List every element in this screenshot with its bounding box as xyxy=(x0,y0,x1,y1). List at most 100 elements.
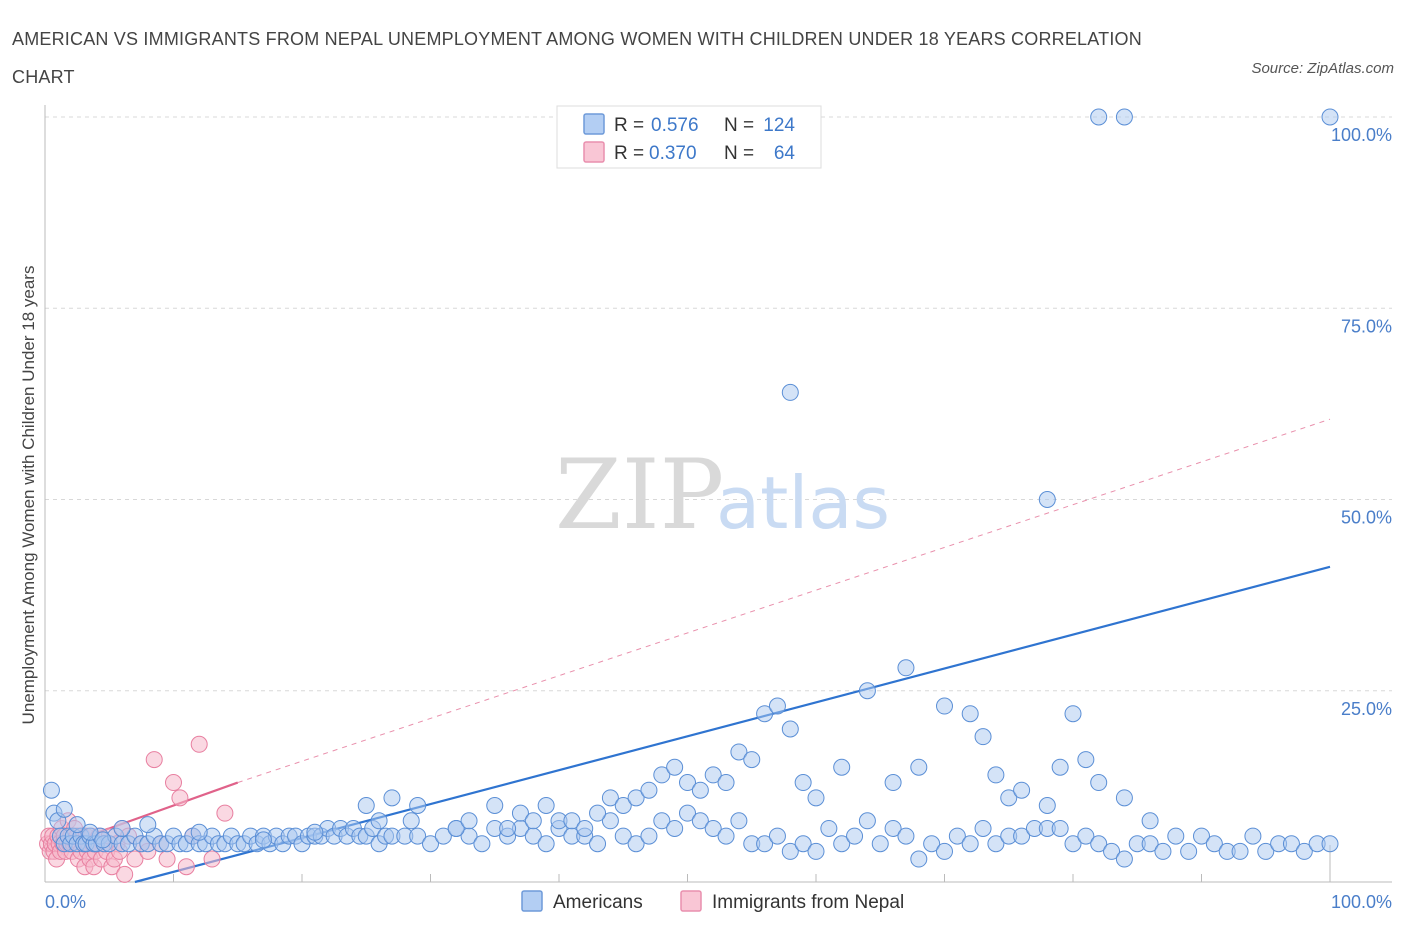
nepal-trend-extension xyxy=(237,418,1331,784)
americans-point xyxy=(691,781,709,799)
americans-point xyxy=(1077,827,1095,845)
americans-point xyxy=(1167,827,1185,845)
americans-point xyxy=(936,842,953,860)
legend-r-label-nepal: R = xyxy=(614,143,644,164)
americans-point xyxy=(434,827,452,845)
americans-point xyxy=(589,804,607,822)
americans-point xyxy=(589,835,607,853)
americans-point xyxy=(884,774,902,792)
americans-point xyxy=(190,823,208,841)
americans-point xyxy=(948,827,966,845)
y-tick-label: 100.0% xyxy=(1331,125,1392,145)
chart-title: AMERICAN VS IMMIGRANTS FROM NEPAL UNEMPL… xyxy=(12,29,1142,87)
americans-point xyxy=(422,835,439,853)
nepal-point xyxy=(216,804,234,822)
americans-point xyxy=(846,827,864,845)
americans-point xyxy=(666,758,684,776)
americans-point xyxy=(640,827,658,845)
americans-point xyxy=(357,797,375,814)
americans-point xyxy=(563,812,581,830)
americans-point xyxy=(1295,842,1313,860)
americans-point xyxy=(473,835,491,853)
nepal-point xyxy=(158,850,176,868)
americans-point xyxy=(254,831,272,849)
americans-point xyxy=(756,705,774,723)
americans-point xyxy=(768,827,786,845)
americans-point xyxy=(1090,108,1108,126)
americans-point xyxy=(858,682,876,700)
americans-point xyxy=(858,812,876,830)
americans-point xyxy=(640,781,658,799)
americans-point xyxy=(1103,842,1121,860)
americans-point xyxy=(68,816,86,834)
americans-point xyxy=(1231,842,1249,860)
americans-point xyxy=(1180,842,1198,860)
bottom-legend-swatch-americans xyxy=(521,890,543,912)
nepal-point xyxy=(190,735,208,753)
americans-point xyxy=(383,789,401,807)
americans-point xyxy=(820,819,838,837)
americans-point xyxy=(653,766,671,784)
americans-point xyxy=(871,835,889,853)
axis-layer: 25.0% 50.0% 75.0% 100.0% 0.0% 100.0% xyxy=(44,105,1392,912)
legend-n-label-americans: N = xyxy=(724,115,754,136)
americans-point xyxy=(704,819,722,837)
watermark: ZIP atlas xyxy=(555,439,890,551)
americans-point xyxy=(486,797,504,814)
source-credit: Source: ZipAtlas.com xyxy=(1251,60,1394,77)
americans-point xyxy=(460,812,478,830)
watermark-atlas: atlas xyxy=(716,461,890,545)
americans-point xyxy=(1115,108,1133,126)
americans-point xyxy=(1321,108,1339,126)
nepal-point xyxy=(145,751,163,769)
americans-point xyxy=(807,842,825,860)
americans-point xyxy=(1038,797,1056,814)
y-axis-title: Unemployment Among Women with Children U… xyxy=(19,266,38,725)
nepal-point xyxy=(165,774,182,792)
americans-point xyxy=(1077,751,1095,769)
americans-point xyxy=(614,797,632,814)
americans-point xyxy=(936,697,953,715)
legend-n-value-nepal: 64 xyxy=(774,143,796,164)
americans-point xyxy=(537,797,555,814)
americans-point xyxy=(1051,758,1069,776)
bottom-legend-swatch-nepal xyxy=(680,890,702,912)
y-tick-label: 25.0% xyxy=(1341,699,1392,719)
americans-point xyxy=(974,819,992,837)
americans-point xyxy=(306,823,324,841)
nepal-point xyxy=(171,789,189,807)
legend-swatch-nepal xyxy=(583,141,605,163)
americans-point xyxy=(1013,827,1031,845)
americans-point xyxy=(910,758,928,776)
americans-point xyxy=(768,697,786,715)
americans-point xyxy=(794,774,812,792)
nepal-point xyxy=(177,858,195,876)
americans-point xyxy=(511,804,529,822)
legend-swatch-americans xyxy=(583,113,605,135)
americans-point xyxy=(1193,827,1210,845)
americans-point xyxy=(81,823,99,841)
legend-n-value-americans: 124 xyxy=(763,115,795,136)
y-tick-label: 50.0% xyxy=(1341,508,1392,528)
americans-point xyxy=(42,781,60,799)
americans-point xyxy=(576,819,594,837)
y-tick-label: 75.0% xyxy=(1341,316,1392,336)
americans-point xyxy=(730,743,748,761)
americans-point xyxy=(987,766,1005,784)
americans-point xyxy=(807,789,825,807)
americans-point xyxy=(897,827,915,845)
americans-point xyxy=(139,816,157,834)
americans-point xyxy=(717,774,735,792)
americans-point xyxy=(884,819,902,837)
americans-point xyxy=(409,827,427,845)
americans-point xyxy=(717,827,735,845)
americans-point xyxy=(679,804,696,822)
americans-point xyxy=(55,800,73,818)
americans-point xyxy=(1257,842,1275,860)
americans-point xyxy=(756,835,774,853)
nepal-point xyxy=(116,865,134,883)
americans-point xyxy=(833,758,851,776)
americans-point xyxy=(601,789,619,807)
americans-point xyxy=(627,789,645,807)
americans-point xyxy=(537,835,555,853)
